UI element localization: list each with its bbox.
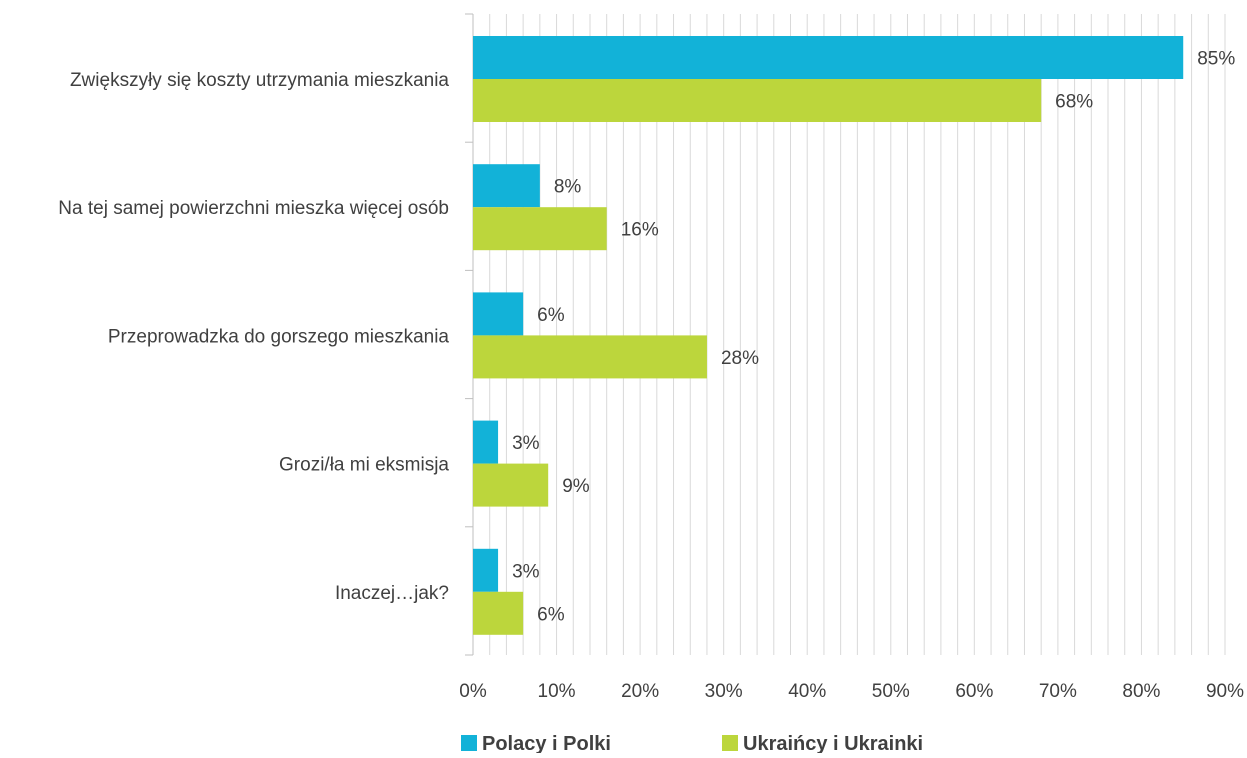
data-label: 6% xyxy=(537,604,565,625)
bar-series1 xyxy=(473,36,1184,79)
x-tick-label: 50% xyxy=(872,681,910,702)
x-tick-label: 30% xyxy=(705,681,743,702)
x-tick-label: 10% xyxy=(538,681,576,702)
x-tick-label: 0% xyxy=(459,681,487,702)
bar-series2 xyxy=(473,207,607,251)
x-tick-label: 20% xyxy=(621,681,659,702)
data-label: 85% xyxy=(1197,49,1235,70)
data-label: 16% xyxy=(621,220,659,241)
bar-series2 xyxy=(473,591,524,635)
bar-series1 xyxy=(473,292,524,336)
category-label: Przeprowadzka do gorszego mieszkania xyxy=(108,326,450,347)
data-label: 68% xyxy=(1055,92,1093,113)
data-label: 9% xyxy=(562,476,590,497)
bar-series1 xyxy=(473,164,540,208)
data-label: 3% xyxy=(512,433,540,454)
x-tick-label: 70% xyxy=(1039,681,1077,702)
category-label: Na tej samej powierzchni mieszka więcej … xyxy=(58,198,449,219)
bar-series2 xyxy=(473,79,1042,122)
category-label: Inaczej…jak? xyxy=(335,583,449,604)
category-label: Grozi/ła mi eksmisja xyxy=(279,455,449,476)
bar-series2 xyxy=(473,463,549,507)
legend-label: Ukraińcy i Ukrainki xyxy=(743,733,923,753)
bar-series1 xyxy=(473,548,499,592)
data-label: 3% xyxy=(512,561,540,582)
x-tick-label: 90% xyxy=(1206,681,1244,702)
x-tick-label: 60% xyxy=(955,681,993,702)
data-label: 8% xyxy=(554,177,582,198)
data-label: 28% xyxy=(721,348,759,369)
bar-series2 xyxy=(473,335,707,379)
legend-swatch xyxy=(461,735,477,751)
category-label: Zwiększyły się koszty utrzymania mieszka… xyxy=(70,70,449,91)
data-label: 6% xyxy=(537,305,565,326)
x-tick-label: 40% xyxy=(788,681,826,702)
legend-swatch xyxy=(722,735,738,751)
x-tick-label: 80% xyxy=(1122,681,1160,702)
bar-series1 xyxy=(473,420,499,464)
legend-label: Polacy i Polki xyxy=(482,733,611,753)
